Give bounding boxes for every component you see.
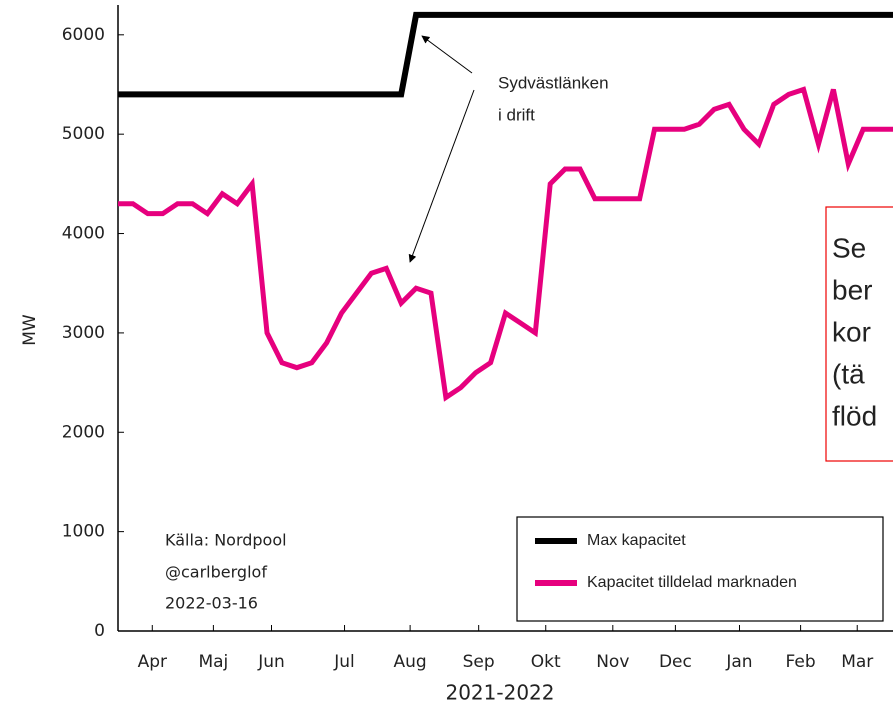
x-tick-label: Aug [394, 652, 427, 672]
x-tick-label: Dec [659, 652, 692, 672]
x-tick-label: Nov [596, 652, 629, 672]
annotation: Sydvästlänken [498, 73, 609, 92]
legend-box [516, 516, 884, 622]
y-axis-label: MW [20, 314, 40, 346]
arrow [408, 89, 475, 263]
note-text: (tä [832, 358, 865, 389]
note-text: ber [832, 274, 872, 305]
y-tick-label: 2000 [62, 422, 105, 442]
source-note: 2022-03-16 [165, 594, 258, 613]
x-axis-label: 2021-2022 [445, 681, 554, 705]
x-tick-label: Apr [138, 652, 167, 672]
x-tick-label: Jan [725, 652, 752, 672]
x-tick-label: Mar [841, 652, 873, 672]
source-note: @carlberglof [165, 563, 267, 582]
y-tick-label: 3000 [62, 323, 105, 343]
line [118, 86, 893, 402]
annotation: i drift [498, 105, 535, 124]
x-tick-label: Maj [198, 652, 228, 672]
x-tick-label: Jun [257, 652, 285, 672]
note-text: Se [832, 232, 866, 263]
y-tick-label: 0 [94, 621, 105, 641]
y-tick-label: 6000 [62, 25, 105, 45]
arrow [421, 35, 473, 74]
plot-area [118, 11, 893, 402]
x-tick-label: Okt [531, 652, 561, 672]
y-tick-label: 4000 [62, 224, 105, 244]
y-tick-label: 5000 [62, 124, 105, 144]
line [118, 11, 893, 98]
legend-label: Max kapacitet [587, 532, 686, 549]
note-box [825, 206, 893, 462]
x-tick-label: Jul [333, 652, 355, 672]
note-text: kor [832, 316, 871, 347]
x-tick-label: Sep [463, 652, 495, 672]
note-text: flöd [832, 400, 877, 431]
legend-label: Kapacitet tilldelad marknaden [587, 574, 797, 591]
source-note: Källa: Nordpool [165, 531, 287, 550]
x-tick-label: Feb [786, 652, 816, 672]
y-tick-label: 1000 [62, 522, 105, 542]
